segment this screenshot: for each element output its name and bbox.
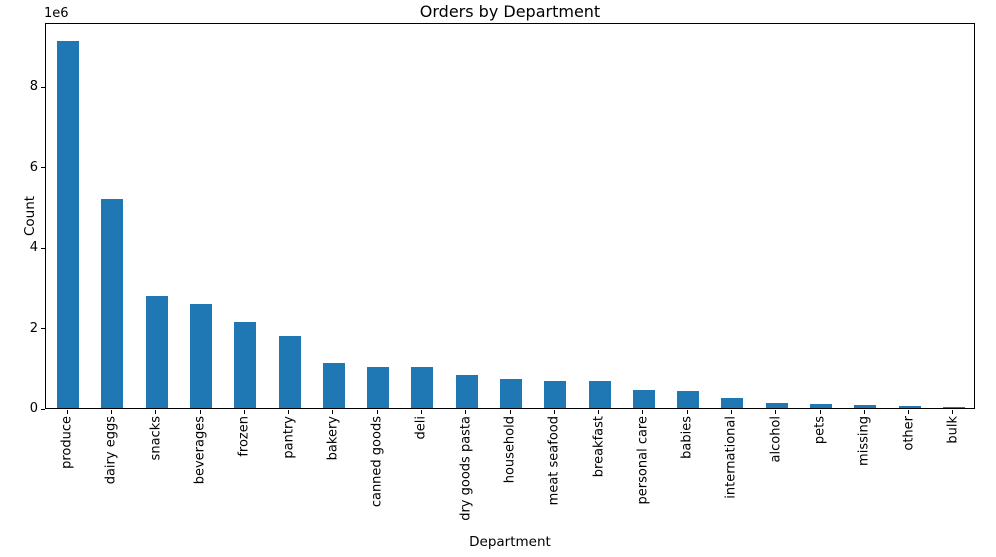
y-tick-mark bbox=[41, 408, 45, 410]
y-tick-mark bbox=[41, 167, 45, 169]
y-tick-label-0: 0 bbox=[29, 401, 38, 416]
bar-bulk bbox=[942, 406, 965, 408]
x-tick-mark bbox=[155, 410, 157, 414]
y-tick-label-8: 8 bbox=[29, 79, 38, 95]
x-tick-mark bbox=[598, 410, 600, 414]
bar-dry-goods-pasta bbox=[455, 375, 478, 408]
x-tick-label-pantry: pantry bbox=[281, 416, 297, 459]
x-tick-label-deli: deli bbox=[413, 416, 429, 440]
x-tick-label-international: international bbox=[723, 416, 739, 499]
y-tick-mark bbox=[41, 328, 45, 330]
x-tick-label-missing: missing bbox=[856, 416, 872, 466]
bar-snacks bbox=[145, 296, 168, 408]
x-tick-label-dairy-eggs: dairy eggs bbox=[103, 416, 119, 485]
x-tick-mark bbox=[730, 410, 732, 414]
x-tick-mark bbox=[288, 410, 290, 414]
bar-beverages bbox=[189, 304, 213, 408]
y-tick-mark bbox=[41, 247, 45, 249]
x-tick-mark bbox=[686, 410, 688, 414]
x-tick-mark bbox=[420, 410, 422, 414]
x-tick-mark bbox=[642, 410, 644, 414]
x-tick-label-other: other bbox=[901, 416, 917, 451]
bar-dairy-eggs bbox=[101, 199, 124, 408]
x-tick-label-produce: produce bbox=[59, 416, 75, 469]
x-tick-mark bbox=[465, 410, 467, 414]
x-tick-mark bbox=[332, 410, 334, 414]
bar-produce bbox=[57, 40, 80, 408]
x-tick-label-alcohol: alcohol bbox=[768, 416, 784, 463]
bar-canned-goods bbox=[367, 367, 390, 408]
bar-household bbox=[499, 379, 523, 408]
x-tick-label-beverages: beverages bbox=[192, 416, 208, 485]
x-axis-label: Department bbox=[469, 534, 551, 550]
x-tick-label-bakery: bakery bbox=[325, 416, 341, 461]
y-tick-mark bbox=[41, 86, 45, 88]
x-tick-mark bbox=[199, 410, 201, 414]
x-tick-label-frozen: frozen bbox=[236, 416, 252, 457]
bar-other bbox=[898, 406, 921, 408]
bar-bakery bbox=[322, 362, 345, 408]
x-tick-label-household: household bbox=[502, 416, 518, 484]
x-tick-mark bbox=[908, 410, 910, 414]
x-tick-mark bbox=[509, 410, 511, 414]
x-tick-mark bbox=[376, 410, 378, 414]
bar-missing bbox=[854, 405, 877, 408]
x-tick-mark bbox=[775, 410, 777, 414]
y-axis-offset-label: 1e6 bbox=[44, 6, 69, 21]
x-tick-mark bbox=[863, 410, 865, 414]
bar-pets bbox=[809, 404, 833, 408]
bar-pantry bbox=[278, 335, 301, 408]
x-tick-mark bbox=[553, 410, 555, 414]
y-tick-label-2: 2 bbox=[29, 320, 38, 336]
x-tick-label-breakfast: breakfast bbox=[591, 416, 607, 478]
bar-alcohol bbox=[765, 402, 788, 408]
x-tick-mark bbox=[952, 410, 954, 414]
x-tick-label-meat-seafood: meat seafood bbox=[546, 416, 562, 506]
bar-personal-care bbox=[632, 390, 655, 408]
bar-breakfast bbox=[588, 381, 611, 408]
bar-deli bbox=[411, 367, 434, 408]
x-tick-mark bbox=[66, 410, 68, 414]
plot-area bbox=[45, 23, 975, 409]
y-axis-label: Count bbox=[22, 195, 38, 237]
bar-international bbox=[721, 397, 744, 408]
x-tick-label-personal-care: personal care bbox=[635, 416, 651, 505]
x-tick-mark bbox=[819, 410, 821, 414]
bar-babies bbox=[677, 391, 700, 408]
x-tick-label-canned-goods: canned goods bbox=[369, 416, 385, 508]
y-tick-label-6: 6 bbox=[29, 159, 38, 175]
x-tick-mark bbox=[243, 410, 245, 414]
x-tick-label-babies: babies bbox=[679, 416, 695, 459]
bar-frozen bbox=[234, 322, 257, 408]
x-tick-label-pets: pets bbox=[812, 416, 828, 445]
x-tick-label-snacks: snacks bbox=[148, 416, 164, 461]
y-tick-label-4: 4 bbox=[29, 240, 38, 256]
bar-meat-seafood bbox=[544, 380, 567, 408]
x-tick-label-dry-goods-pasta: dry goods pasta bbox=[458, 416, 474, 521]
chart-title: Orders by Department bbox=[419, 2, 601, 21]
x-tick-label-bulk: bulk bbox=[945, 416, 961, 444]
x-tick-mark bbox=[110, 410, 112, 414]
bars-layer bbox=[46, 24, 974, 408]
